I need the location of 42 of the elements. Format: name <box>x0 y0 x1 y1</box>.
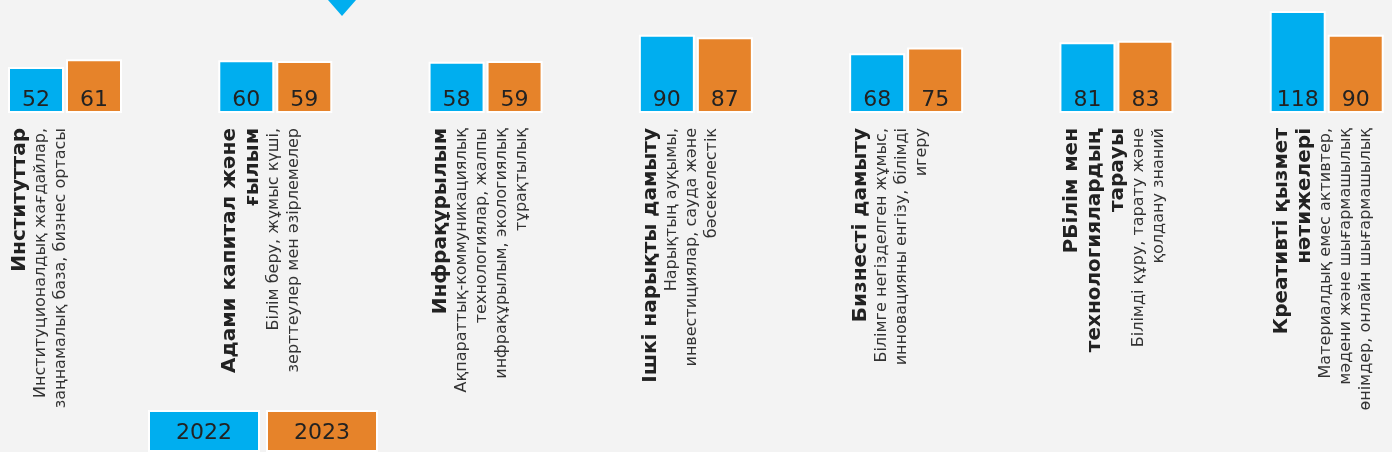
bar <box>1117 40 1174 113</box>
bar <box>66 59 122 113</box>
bar <box>638 34 695 113</box>
x-tick-label: Креативті қызмет нәтижелері <box>1267 128 1315 337</box>
data-label: 59 <box>500 86 529 111</box>
bar <box>907 47 964 113</box>
data-label: 81 <box>1073 86 1102 111</box>
data-label: 118 <box>1276 86 1319 111</box>
text: Білімге негізделген жұмыс, инновацияны енгізу, білімді игеру <box>871 128 932 368</box>
data-label: 90 <box>652 86 681 111</box>
x-tick-label: Инфрақұрылым <box>426 128 451 317</box>
data-label: 87 <box>710 86 739 111</box>
x-tick-label: Ішкі нарықты дамыту <box>637 128 661 385</box>
data-label: 59 <box>290 86 319 111</box>
text: Білімді құру, тарату және қолдану знаний <box>1127 128 1168 350</box>
text: Ақпараттық-коммуникациялық технологиялар, жалпы инфрақұрылым, экологиялық тұрақтылық <box>450 128 531 395</box>
data-label: 83 <box>1131 86 1160 111</box>
bar <box>276 61 333 113</box>
text: Нарықтың ауқымы, инвестициялар, сауда және бәсекелестік <box>661 128 721 369</box>
x-tick-label: Адами капитал және ғылым <box>216 128 264 375</box>
data-label: 52 <box>22 86 50 111</box>
text: Институционалдық жағдайлар, заңнамалық база, бизнес ортасы <box>30 128 71 411</box>
data-label: 90 <box>1341 86 1370 111</box>
bar <box>428 61 485 113</box>
x-tick-label: РБілім мен технологиялардың тарауы <box>1057 128 1128 355</box>
text: 2022 <box>148 410 260 452</box>
x-tick-label: Институттар <box>6 128 31 274</box>
data-label: 75 <box>921 86 950 111</box>
data-label: 61 <box>80 86 108 111</box>
bar <box>696 37 753 113</box>
bar <box>849 53 906 113</box>
data-label: 68 <box>863 86 892 111</box>
data-label: 58 <box>442 86 471 111</box>
bar <box>1269 11 1326 113</box>
data-label: 60 <box>232 86 261 111</box>
x-tick-label: Бизнесті дамыту <box>847 128 872 325</box>
bar <box>486 61 543 113</box>
bar <box>1059 42 1116 113</box>
bar <box>218 60 275 113</box>
bar <box>1327 34 1384 113</box>
text: 2023 <box>266 410 378 452</box>
bar <box>8 66 64 113</box>
